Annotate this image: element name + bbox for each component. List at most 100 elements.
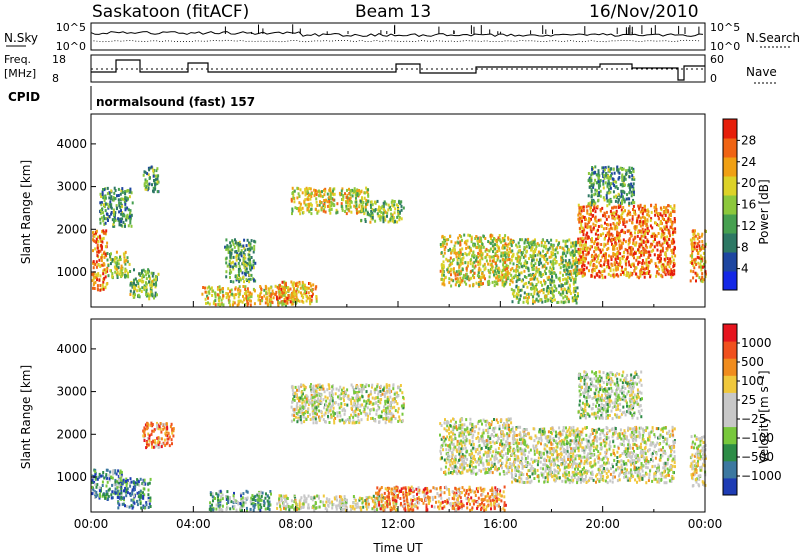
data-cell xyxy=(453,271,456,275)
data-cell xyxy=(631,174,634,178)
data-cell xyxy=(172,427,175,431)
data-cell xyxy=(619,220,621,224)
data-cell xyxy=(205,290,208,294)
data-cell xyxy=(586,209,589,213)
data-cell xyxy=(613,205,616,209)
data-cell xyxy=(221,497,224,501)
data-cell xyxy=(623,218,626,222)
data-cell xyxy=(691,240,693,244)
data-cell xyxy=(533,277,536,281)
data-cell xyxy=(475,235,478,239)
data-cell xyxy=(504,268,507,272)
data-cell xyxy=(234,287,237,291)
data-cell xyxy=(637,204,640,208)
data-cell xyxy=(600,234,603,237)
data-cell xyxy=(341,498,344,502)
data-cell xyxy=(149,176,151,180)
data-cell xyxy=(111,483,114,487)
data-cell xyxy=(246,247,249,251)
data-cell xyxy=(673,272,676,276)
data-cell xyxy=(457,280,460,284)
data-cell xyxy=(143,184,146,188)
data-cell xyxy=(139,477,142,481)
data-cell xyxy=(234,262,237,266)
data-cell xyxy=(113,186,116,190)
data-cell xyxy=(365,186,368,190)
data-cell xyxy=(320,208,323,212)
data-cell xyxy=(131,506,134,510)
data-cell xyxy=(346,498,348,502)
data-cell xyxy=(610,258,613,261)
data-cell xyxy=(519,238,522,242)
data-cell xyxy=(633,201,636,205)
data-cell xyxy=(156,190,159,194)
data-cell xyxy=(114,471,117,475)
data-cell xyxy=(598,193,600,197)
data-cell xyxy=(475,246,478,250)
data-cell xyxy=(318,194,320,198)
data-cell xyxy=(114,218,117,222)
data-cell xyxy=(589,201,592,205)
data-cell xyxy=(573,241,576,245)
data-cell xyxy=(228,262,231,266)
data-cell xyxy=(103,268,106,272)
data-cell xyxy=(120,220,123,223)
data-cell xyxy=(382,213,385,217)
data-cell xyxy=(507,236,510,240)
data-cell xyxy=(531,283,534,287)
data-cell xyxy=(620,269,623,273)
data-cell xyxy=(106,202,109,206)
data-cell xyxy=(631,215,634,218)
data-cell xyxy=(536,253,539,257)
data-cell xyxy=(98,486,101,490)
data-cell xyxy=(613,171,616,175)
data-cell xyxy=(279,507,282,511)
data-cell xyxy=(266,299,269,303)
data-cell xyxy=(564,244,567,248)
data-cell xyxy=(535,298,538,302)
data-cell xyxy=(692,263,695,267)
data-cell xyxy=(363,196,366,200)
data-cell xyxy=(237,302,240,306)
data-cell xyxy=(109,255,112,259)
data-cell xyxy=(631,200,634,204)
data-cell xyxy=(461,278,464,282)
data-cell xyxy=(450,273,452,277)
data-cell xyxy=(237,292,240,296)
data-cell xyxy=(587,194,590,198)
data-cell xyxy=(617,200,620,204)
data-cell xyxy=(537,260,540,264)
data-cell xyxy=(266,507,269,511)
data-cell xyxy=(133,483,136,486)
data-cell xyxy=(302,505,305,509)
data-cell xyxy=(622,181,625,185)
data-cell xyxy=(316,211,319,215)
data-cell xyxy=(294,298,297,302)
data-cell xyxy=(164,423,166,427)
data-cell xyxy=(640,238,643,242)
data-cell xyxy=(365,498,368,502)
data-cell xyxy=(147,488,150,492)
data-cell xyxy=(667,217,670,221)
data-cell xyxy=(700,259,703,263)
data-cell xyxy=(95,495,98,499)
data-cell xyxy=(232,303,234,307)
data-cell xyxy=(356,193,359,197)
data-cell xyxy=(253,505,256,509)
data-cell xyxy=(586,211,589,215)
data-cell xyxy=(553,271,556,275)
data-cell xyxy=(506,270,509,274)
data-cell xyxy=(581,240,584,244)
data-cell xyxy=(502,244,504,248)
data-cell xyxy=(218,302,221,306)
data-cell xyxy=(110,195,113,199)
data-cell xyxy=(703,246,706,250)
data-cell xyxy=(225,270,228,274)
data-cell xyxy=(361,204,364,208)
data-cell xyxy=(143,288,146,292)
data-cell xyxy=(655,205,657,208)
data-cell xyxy=(503,273,505,277)
data-cell xyxy=(555,288,558,292)
data-cell xyxy=(614,264,617,268)
data-cell xyxy=(244,288,247,291)
